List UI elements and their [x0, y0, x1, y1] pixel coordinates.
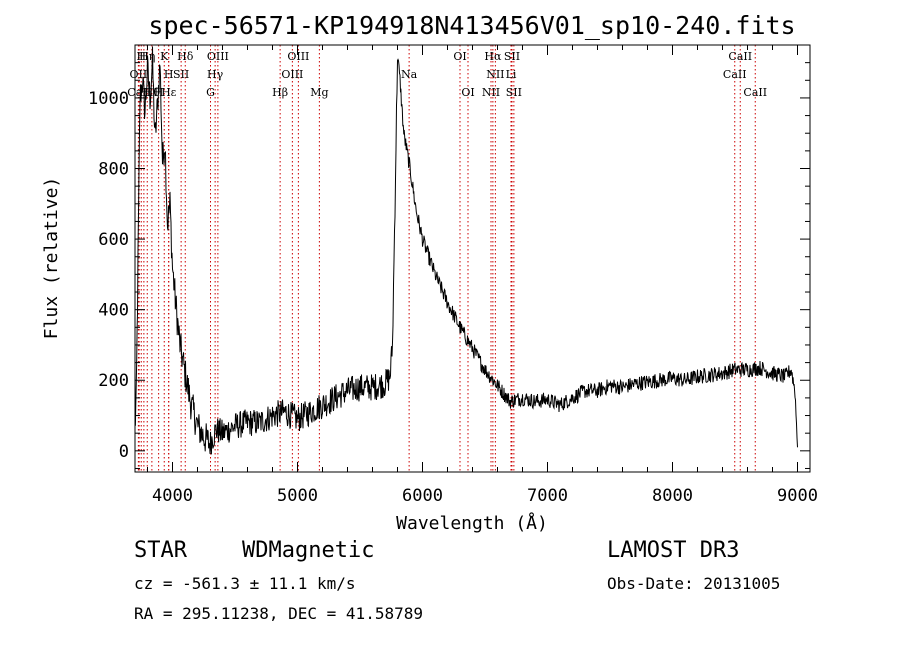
redshift-cz: cz = -561.3 ± 11.1 km/s: [134, 574, 356, 593]
spectral-line-label-28: CaII: [723, 68, 747, 81]
spectral-line-label-22: NII: [482, 86, 500, 99]
spectral-line-label-16: OIII: [281, 68, 303, 81]
spectral-line-label-7: K: [160, 50, 169, 63]
spectral-line-label-19: Na: [401, 68, 418, 81]
y-tick-label-2: 400: [98, 301, 129, 321]
x-tick-label-4: 8000: [652, 486, 693, 506]
spectral-line-label-15: Hβ: [272, 86, 288, 99]
spectral-line-label-0: OII: [130, 68, 148, 81]
spectral-line-label-27: SII: [506, 86, 522, 99]
spectral-line-label-21: OI: [461, 86, 474, 99]
obs-date: Obs-Date: 20131005: [607, 574, 781, 593]
x-tick-label-2: 6000: [402, 486, 443, 506]
chart-title: spec-56571-KP194918N413456V01_sp10-240.f…: [148, 11, 795, 40]
spectral-line-label-13: Hγ: [207, 68, 224, 81]
spectral-line-label-9: H: [164, 68, 174, 81]
object-class: STAR: [134, 538, 187, 563]
y-tick-label-1: 200: [98, 371, 129, 391]
y-axis-label: Flux (relative): [41, 177, 62, 340]
spectral-line-label-26: SII: [504, 50, 520, 63]
spectral-line-label-20: OI: [453, 50, 466, 63]
survey-name: LAMOST DR3: [607, 538, 740, 563]
spectral-line-label-25: Li: [506, 68, 517, 81]
spectral-line-label-17: OIII: [287, 50, 309, 63]
x-tick-label-3: 7000: [527, 486, 568, 506]
spectral-line-label-30: CaII: [743, 86, 767, 99]
spectral-line-label-8: Hε: [161, 86, 177, 99]
y-tick-label-0: 0: [119, 442, 129, 462]
ra-dec: RA = 295.11238, DEC = 41.58789: [134, 604, 423, 623]
spectral-line-label-12: G: [206, 86, 215, 99]
y-tick-label-5: 1000: [88, 89, 129, 109]
x-axis: 4000 5000 6000 7000 8000 9000: [147, 45, 818, 506]
object-subclass: WDMagnetic: [242, 538, 375, 563]
spectral-line-label-29: CaII: [728, 50, 752, 63]
spectral-line-label-5: Hθ: [144, 86, 161, 99]
spectrum-line: [134, 46, 798, 455]
spectral-line-label-23: Hα: [484, 50, 502, 63]
spectral-line-label-14: OIII: [207, 50, 229, 63]
x-tick-label-1: 5000: [277, 486, 318, 506]
spectral-line-label-11: Hδ: [177, 50, 194, 63]
spectral-line-label-24: NII: [486, 68, 504, 81]
spectral-line-label-10: SII: [173, 68, 189, 81]
plot-frame: [134, 44, 811, 473]
spectral-line-label-2: H: [136, 50, 146, 63]
x-tick-label-0: 4000: [152, 486, 193, 506]
spectral-lines-layer: [137, 45, 756, 472]
y-axis: 0 200 400 600 800 1000: [88, 62, 810, 469]
x-tick-label-5: 9000: [777, 486, 818, 506]
y-tick-label-3: 600: [98, 230, 129, 250]
spectral-line-label-18: Mg: [310, 86, 328, 99]
y-tick-label-4: 800: [98, 160, 129, 180]
x-axis-label: Wavelength (Å): [396, 512, 548, 534]
